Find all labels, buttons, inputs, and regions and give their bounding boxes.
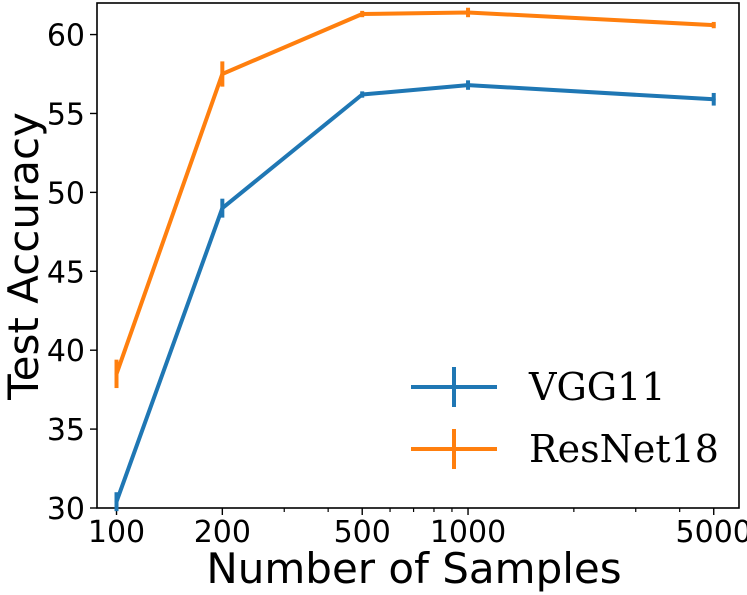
y-tick-label: 30 xyxy=(47,492,85,527)
y-tick-label: 35 xyxy=(47,413,85,448)
legend-label-ResNet18: ResNet18 xyxy=(529,427,719,471)
y-tick-label: 60 xyxy=(47,19,85,54)
x-tick-label: 200 xyxy=(194,515,251,550)
legend: VGG11 ResNet18 xyxy=(411,365,719,471)
x-tick-label: 5000 xyxy=(676,515,747,550)
y-tick-label: 45 xyxy=(47,255,85,290)
series-layer xyxy=(114,7,716,512)
y-tick-label: 40 xyxy=(47,334,85,369)
x-tick-label: 100 xyxy=(88,515,145,550)
y-axis-title: Test Accuracy xyxy=(0,112,48,401)
x-tick-label: 500 xyxy=(334,515,391,550)
y-tick-label: 50 xyxy=(47,176,85,211)
y-tick-label: 55 xyxy=(47,97,85,132)
x-minor-ticks xyxy=(283,508,681,512)
x-axis: 100 200 500 1000 5000 xyxy=(88,508,747,550)
y-axis: 30 35 40 45 50 55 60 xyxy=(47,19,97,527)
x-axis-title: Number of Samples xyxy=(206,544,621,593)
x-tick-label: 1000 xyxy=(430,515,506,550)
legend-label-VGG11: VGG11 xyxy=(528,365,666,409)
